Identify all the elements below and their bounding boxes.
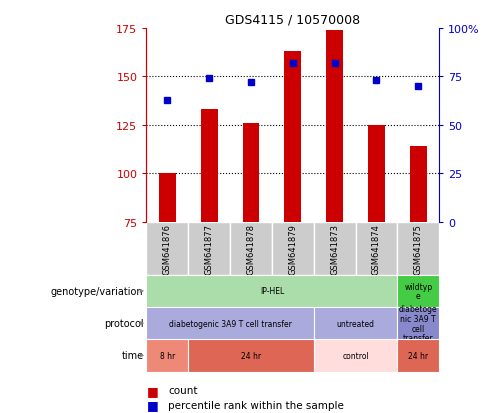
Bar <box>368 126 385 222</box>
Bar <box>272 222 314 275</box>
Bar <box>397 307 439 339</box>
Bar <box>146 222 188 275</box>
Bar <box>314 222 356 275</box>
Text: GSM641873: GSM641873 <box>330 223 339 274</box>
Bar <box>314 339 397 372</box>
Text: untreated: untreated <box>337 319 375 328</box>
Bar <box>397 222 439 275</box>
Text: count: count <box>168 385 198 395</box>
Text: genotype/variation: genotype/variation <box>51 286 143 296</box>
Text: ■: ■ <box>146 384 158 397</box>
Text: diabetogenic 3A9 T cell transfer: diabetogenic 3A9 T cell transfer <box>169 319 291 328</box>
Bar <box>397 275 439 307</box>
Text: 8 hr: 8 hr <box>160 351 175 360</box>
Title: GDS4115 / 10570008: GDS4115 / 10570008 <box>225 13 360 26</box>
Text: GSM641875: GSM641875 <box>414 223 423 274</box>
Text: GSM641879: GSM641879 <box>288 223 297 274</box>
Bar <box>146 339 188 372</box>
Text: 24 hr: 24 hr <box>408 351 428 360</box>
Bar <box>201 110 218 222</box>
Bar <box>188 339 314 372</box>
Bar <box>285 52 301 222</box>
Text: time: time <box>122 351 143 361</box>
Text: GSM641874: GSM641874 <box>372 223 381 274</box>
Text: ■: ■ <box>146 398 158 411</box>
Text: GSM641877: GSM641877 <box>204 223 214 274</box>
Text: percentile rank within the sample: percentile rank within the sample <box>168 400 344 410</box>
Text: GSM641876: GSM641876 <box>163 223 172 274</box>
Bar <box>243 123 259 222</box>
Bar <box>314 307 397 339</box>
Text: wildtyp
e: wildtyp e <box>404 282 432 301</box>
Bar <box>146 275 397 307</box>
Text: control: control <box>342 351 369 360</box>
Text: 24 hr: 24 hr <box>241 351 261 360</box>
Bar <box>159 174 176 222</box>
Text: GSM641878: GSM641878 <box>246 223 256 274</box>
Bar <box>146 307 314 339</box>
Bar <box>410 147 427 222</box>
Text: IP-HEL: IP-HEL <box>260 287 284 296</box>
Bar <box>356 222 397 275</box>
Bar <box>188 222 230 275</box>
Text: protocol: protocol <box>104 318 143 328</box>
Text: diabetoge
nic 3A9 T
cell
transfer: diabetoge nic 3A9 T cell transfer <box>399 304 438 342</box>
Bar <box>397 339 439 372</box>
Bar <box>230 222 272 275</box>
Bar <box>326 31 343 222</box>
